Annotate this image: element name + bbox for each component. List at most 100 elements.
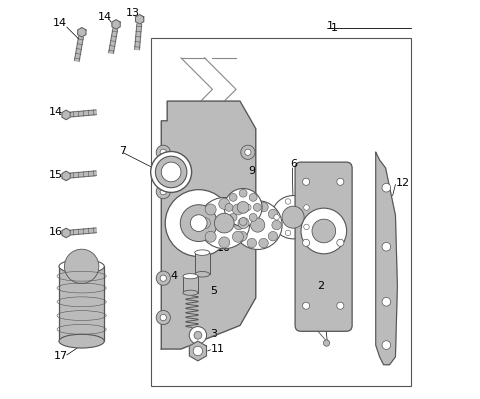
Circle shape	[234, 220, 243, 230]
Circle shape	[249, 194, 257, 201]
Circle shape	[241, 200, 255, 214]
Polygon shape	[135, 24, 142, 50]
Circle shape	[238, 217, 249, 229]
Circle shape	[337, 302, 344, 309]
Circle shape	[382, 184, 391, 192]
Circle shape	[337, 178, 344, 186]
Bar	[183, 276, 198, 293]
Bar	[59, 267, 104, 341]
Text: 11: 11	[211, 344, 225, 354]
Polygon shape	[190, 341, 206, 361]
Text: 2: 2	[317, 281, 324, 291]
Circle shape	[224, 188, 262, 226]
Text: 13: 13	[126, 8, 140, 18]
Circle shape	[156, 271, 170, 285]
Polygon shape	[71, 110, 96, 117]
Circle shape	[219, 237, 230, 248]
Circle shape	[382, 242, 391, 251]
Circle shape	[247, 202, 257, 212]
Text: 12: 12	[396, 178, 409, 188]
Circle shape	[229, 213, 237, 221]
Circle shape	[160, 188, 167, 195]
Circle shape	[268, 209, 278, 219]
Text: 1: 1	[326, 21, 334, 31]
Circle shape	[161, 162, 181, 182]
Circle shape	[268, 231, 278, 241]
Circle shape	[232, 204, 243, 215]
Circle shape	[247, 238, 257, 248]
Circle shape	[64, 249, 99, 284]
Circle shape	[245, 204, 251, 211]
Text: 15: 15	[49, 170, 63, 180]
FancyBboxPatch shape	[295, 162, 352, 331]
Text: 10: 10	[216, 243, 230, 253]
Polygon shape	[161, 101, 256, 349]
Text: 4: 4	[170, 271, 177, 281]
Ellipse shape	[59, 334, 104, 348]
Ellipse shape	[183, 290, 198, 295]
Polygon shape	[78, 28, 86, 37]
Text: 3: 3	[211, 329, 217, 339]
Circle shape	[233, 201, 282, 249]
Circle shape	[180, 205, 217, 241]
Circle shape	[241, 145, 255, 159]
Circle shape	[249, 213, 257, 221]
Ellipse shape	[195, 271, 210, 277]
Circle shape	[259, 238, 268, 248]
Circle shape	[156, 310, 170, 325]
Circle shape	[259, 202, 268, 212]
Polygon shape	[376, 152, 397, 365]
Circle shape	[382, 341, 391, 350]
Ellipse shape	[183, 274, 198, 279]
Polygon shape	[112, 20, 120, 29]
Text: 17: 17	[54, 351, 69, 361]
Circle shape	[304, 205, 309, 210]
Polygon shape	[74, 37, 84, 61]
Bar	[195, 253, 210, 274]
Ellipse shape	[59, 259, 104, 273]
Circle shape	[232, 231, 243, 242]
Circle shape	[302, 302, 310, 309]
Circle shape	[302, 178, 310, 186]
Polygon shape	[135, 15, 144, 24]
Circle shape	[302, 239, 310, 246]
Circle shape	[337, 239, 344, 246]
Circle shape	[191, 215, 207, 231]
Polygon shape	[71, 228, 96, 235]
Circle shape	[156, 156, 187, 188]
Text: 5: 5	[211, 286, 217, 296]
Text: 14: 14	[49, 107, 63, 117]
Circle shape	[237, 201, 249, 213]
Circle shape	[239, 189, 247, 197]
Circle shape	[239, 217, 247, 225]
Bar	[152, 38, 411, 386]
Circle shape	[156, 185, 170, 199]
Circle shape	[193, 346, 203, 356]
Circle shape	[194, 331, 202, 339]
Circle shape	[382, 298, 391, 306]
Text: 6: 6	[290, 159, 298, 169]
Polygon shape	[62, 171, 70, 181]
Circle shape	[253, 203, 261, 211]
Polygon shape	[108, 29, 118, 53]
Circle shape	[312, 219, 336, 243]
Polygon shape	[62, 110, 70, 120]
Circle shape	[160, 314, 167, 321]
Text: 7: 7	[119, 146, 126, 156]
Circle shape	[160, 275, 167, 281]
Circle shape	[238, 209, 247, 219]
Polygon shape	[71, 171, 96, 178]
Circle shape	[282, 206, 304, 228]
Text: 14: 14	[97, 12, 112, 22]
Circle shape	[156, 145, 170, 159]
Text: 16: 16	[49, 227, 63, 237]
Circle shape	[245, 149, 251, 156]
Circle shape	[160, 149, 167, 156]
Circle shape	[165, 190, 232, 257]
Circle shape	[225, 203, 233, 211]
Circle shape	[301, 208, 347, 254]
Circle shape	[229, 194, 237, 201]
Text: 9: 9	[248, 166, 255, 176]
Circle shape	[205, 231, 216, 242]
Circle shape	[285, 230, 291, 236]
